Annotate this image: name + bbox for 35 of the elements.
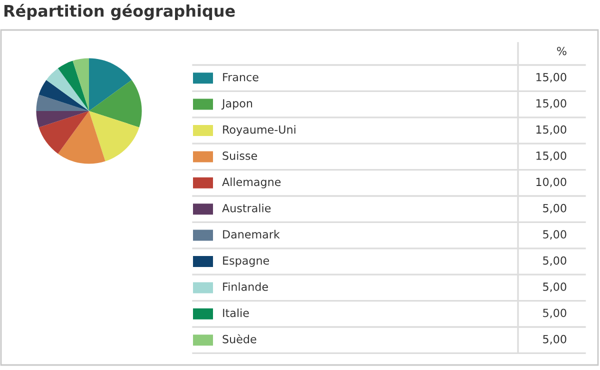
- pie-slice: [58, 60, 89, 111]
- pie-slice: [89, 80, 142, 128]
- data-label: 10,00: [536, 178, 566, 188]
- pie-slice: [38, 111, 89, 154]
- legend-label: Espagne: [223, 256, 270, 267]
- pie-slice: [89, 58, 132, 111]
- data-label: 5,00: [543, 282, 566, 292]
- legend-label: Finlande: [223, 282, 268, 291]
- data-label: 5,00: [543, 256, 566, 266]
- legend-label: Royaume-Uni: [223, 125, 296, 136]
- pie-slice: [38, 80, 89, 111]
- pie-slice: [46, 68, 89, 111]
- data-label: 15,00: [536, 72, 566, 82]
- data-label: 5,00: [543, 204, 566, 214]
- data-label: 5,00: [543, 230, 566, 240]
- data-label: 5,00: [543, 308, 566, 318]
- data-label: 15,00: [536, 152, 566, 162]
- legend-label: Danemark: [223, 230, 280, 239]
- pie-slice: [58, 111, 106, 164]
- pie-slice: [36, 94, 89, 111]
- legend-label: France: [223, 73, 258, 82]
- legend-title: %: [557, 46, 566, 56]
- legend-label: Suède: [222, 334, 256, 344]
- data-label: 15,00: [536, 99, 566, 109]
- data-label: 15,00: [536, 125, 566, 135]
- pie-slice: [72, 58, 89, 111]
- chart-title: Répartition géographique: [4, 4, 235, 20]
- pie-slice: [36, 111, 89, 128]
- legend-label: Allemagne: [222, 178, 281, 188]
- legend-label: Suisse: [222, 151, 258, 160]
- legend-label: Australie: [222, 204, 271, 212]
- legend-label: Japon: [221, 99, 252, 110]
- pie-slice: [89, 111, 140, 162]
- data-label: 5,00: [543, 334, 566, 344]
- legend-label: Italie: [223, 308, 249, 318]
